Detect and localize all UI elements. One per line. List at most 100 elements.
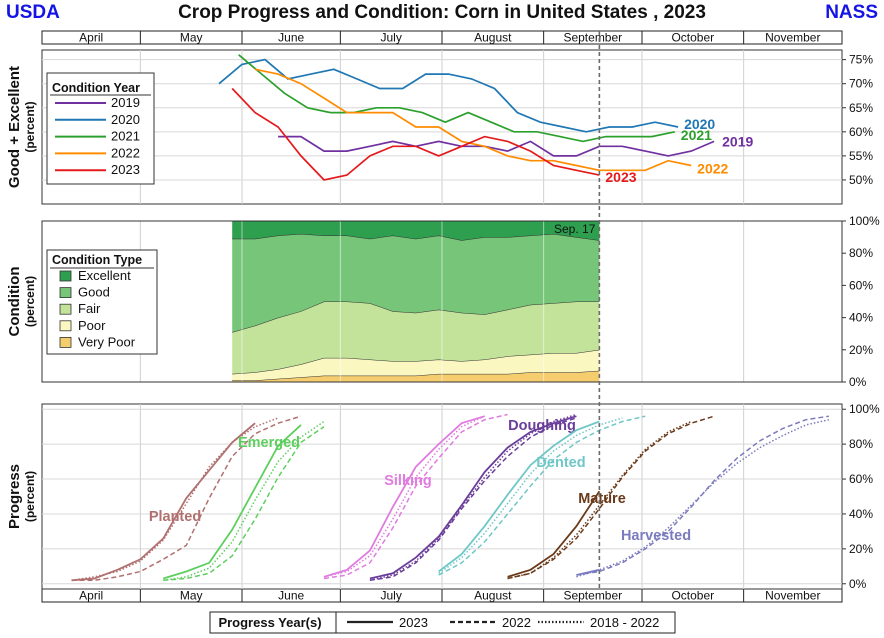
legend-swatch-very_poor bbox=[59, 336, 72, 348]
area-layer-very_poor bbox=[232, 370, 600, 382]
legend-label-solid: 2023 bbox=[399, 615, 428, 630]
month-label: October bbox=[671, 589, 714, 603]
legend-label-poor: Poor bbox=[78, 318, 106, 333]
y-tick-label: 60% bbox=[849, 472, 873, 486]
legend-label-2023: 2023 bbox=[111, 162, 140, 177]
y-axis-title-condition-unit: (percent) bbox=[23, 276, 37, 327]
panel-condition: Sep. 17 100% 80% 60% 40% 20% 0% Condition TypeE… bbox=[41, 214, 880, 389]
y-tick-label: 0% bbox=[849, 375, 867, 389]
month-label: August bbox=[474, 31, 512, 45]
area-layer-excellent bbox=[232, 221, 600, 241]
usda-logo: USDA bbox=[6, 2, 60, 23]
month-label: November bbox=[765, 31, 820, 45]
y-axis-title-condition: Condition bbox=[6, 267, 23, 337]
legend-title: Progress Year(s) bbox=[218, 615, 321, 630]
y-tick-label: 75% bbox=[849, 53, 873, 67]
y-tick-label: 60% bbox=[849, 125, 873, 139]
end-label-2022: 2022 bbox=[697, 161, 728, 177]
progress-line-emerged-dotted bbox=[163, 420, 325, 582]
y-axis-title-progress-unit: (percent) bbox=[23, 471, 37, 522]
month-label: July bbox=[381, 31, 402, 45]
series-line-2021 bbox=[238, 54, 675, 143]
progress-line-planted-solid bbox=[71, 422, 256, 582]
y-tick-label: 50% bbox=[849, 173, 873, 187]
month-label: May bbox=[180, 589, 203, 603]
legend-label-2021: 2021 bbox=[111, 129, 140, 144]
progress-line-emerged-dashed bbox=[163, 426, 325, 582]
progress-line-dented-dotted bbox=[438, 417, 623, 574]
area-layer-fair bbox=[232, 301, 600, 374]
end-label-2023: 2023 bbox=[605, 169, 636, 185]
progress-line-silking-dotted bbox=[323, 415, 485, 578]
chart-title: Crop Progress and Condition: Corn in Uni… bbox=[178, 2, 706, 23]
legend-label-dotted: 2018 - 2022 bbox=[590, 615, 659, 630]
y-tick-label: 70% bbox=[849, 77, 873, 91]
y-tick-label: 55% bbox=[849, 149, 873, 163]
legend-swatch-excellent bbox=[59, 270, 72, 282]
month-label: September bbox=[563, 31, 622, 45]
month-label: May bbox=[180, 31, 203, 45]
y-tick-label: 20% bbox=[849, 542, 873, 556]
end-label-2019: 2019 bbox=[722, 133, 753, 149]
legend-label-good: Good bbox=[78, 285, 110, 300]
nass-logo: NASS bbox=[825, 2, 878, 23]
month-label: July bbox=[381, 589, 402, 603]
month-label: June bbox=[278, 589, 304, 603]
panel-progress: 100% 80% 60% 40% 20% 0% Planted Emerged Silking D… bbox=[41, 402, 880, 591]
legend-label-2020: 2020 bbox=[111, 112, 140, 127]
y-tick-label: 40% bbox=[849, 311, 873, 325]
legend-progress-years: Progress Year(s) 2023 2022 2018 - 2022 bbox=[209, 611, 676, 634]
month-label: April bbox=[79, 589, 103, 603]
progress-line-silking-dashed bbox=[323, 413, 508, 580]
legend-frame bbox=[46, 72, 155, 185]
legend-frame bbox=[209, 611, 676, 634]
y-axis-title-good-excellent: Good + Excellent bbox=[6, 66, 23, 188]
current-week-label: Sep. 17 bbox=[554, 222, 596, 236]
progress-line-dented-dashed bbox=[438, 415, 646, 576]
series-line-2019 bbox=[278, 135, 715, 157]
y-axis-title-good-excellent-unit: (percent) bbox=[23, 101, 37, 152]
y-tick-label: 100% bbox=[849, 402, 880, 416]
y-tick-label: 40% bbox=[849, 507, 873, 521]
month-label: September bbox=[563, 589, 622, 603]
legend-label-2019: 2019 bbox=[111, 95, 140, 110]
area-layer-poor bbox=[232, 349, 600, 381]
month-label: October bbox=[671, 31, 714, 45]
y-tick-label: 80% bbox=[849, 437, 873, 451]
progress-line-mature-dashed bbox=[507, 415, 715, 580]
y-tick-label: 0% bbox=[849, 577, 867, 591]
progress-line-planted-dotted bbox=[71, 417, 279, 582]
panel-good-excellent: 75%70%65%60%55%50%20192020202120222023Co… bbox=[41, 49, 873, 205]
legend-label-2022: 2022 bbox=[111, 145, 140, 160]
legend-title: Condition Type bbox=[52, 253, 142, 267]
stage-label-dented: Dented bbox=[536, 455, 585, 471]
month-label: November bbox=[765, 589, 820, 603]
y-tick-label: 60% bbox=[849, 278, 873, 292]
progress-line-doughing-dashed bbox=[369, 417, 577, 582]
month-label: June bbox=[278, 31, 304, 45]
month-label: April bbox=[79, 31, 103, 45]
stage-label-emerged: Emerged bbox=[238, 435, 300, 451]
stage-label-mature: Mature bbox=[578, 491, 626, 507]
progress-line-emerged-solid bbox=[163, 424, 302, 580]
end-label-2021: 2021 bbox=[681, 127, 712, 143]
stage-label-doughing: Doughing bbox=[508, 418, 576, 434]
month-axis-top: April May June July August September October No… bbox=[41, 30, 843, 45]
progress-line-doughing-dotted bbox=[369, 413, 577, 582]
y-tick-label: 80% bbox=[849, 246, 873, 260]
legend-frame bbox=[46, 249, 158, 355]
progress-line-dented-solid bbox=[438, 420, 600, 573]
progress-line-planted-dashed bbox=[71, 415, 302, 582]
legend-swatch-good bbox=[59, 287, 72, 299]
month-axis-bottom: April May June July August September October No… bbox=[41, 588, 843, 603]
stage-label-planted: Planted bbox=[149, 509, 201, 525]
end-label-2020: 2020 bbox=[684, 116, 715, 132]
legend-label-excellent: Excellent bbox=[78, 268, 131, 283]
y-tick-label: 100% bbox=[849, 214, 880, 228]
series-line-2023 bbox=[231, 87, 600, 181]
progress-line-silking-solid bbox=[323, 415, 485, 578]
legend-swatch-poor bbox=[59, 320, 72, 332]
